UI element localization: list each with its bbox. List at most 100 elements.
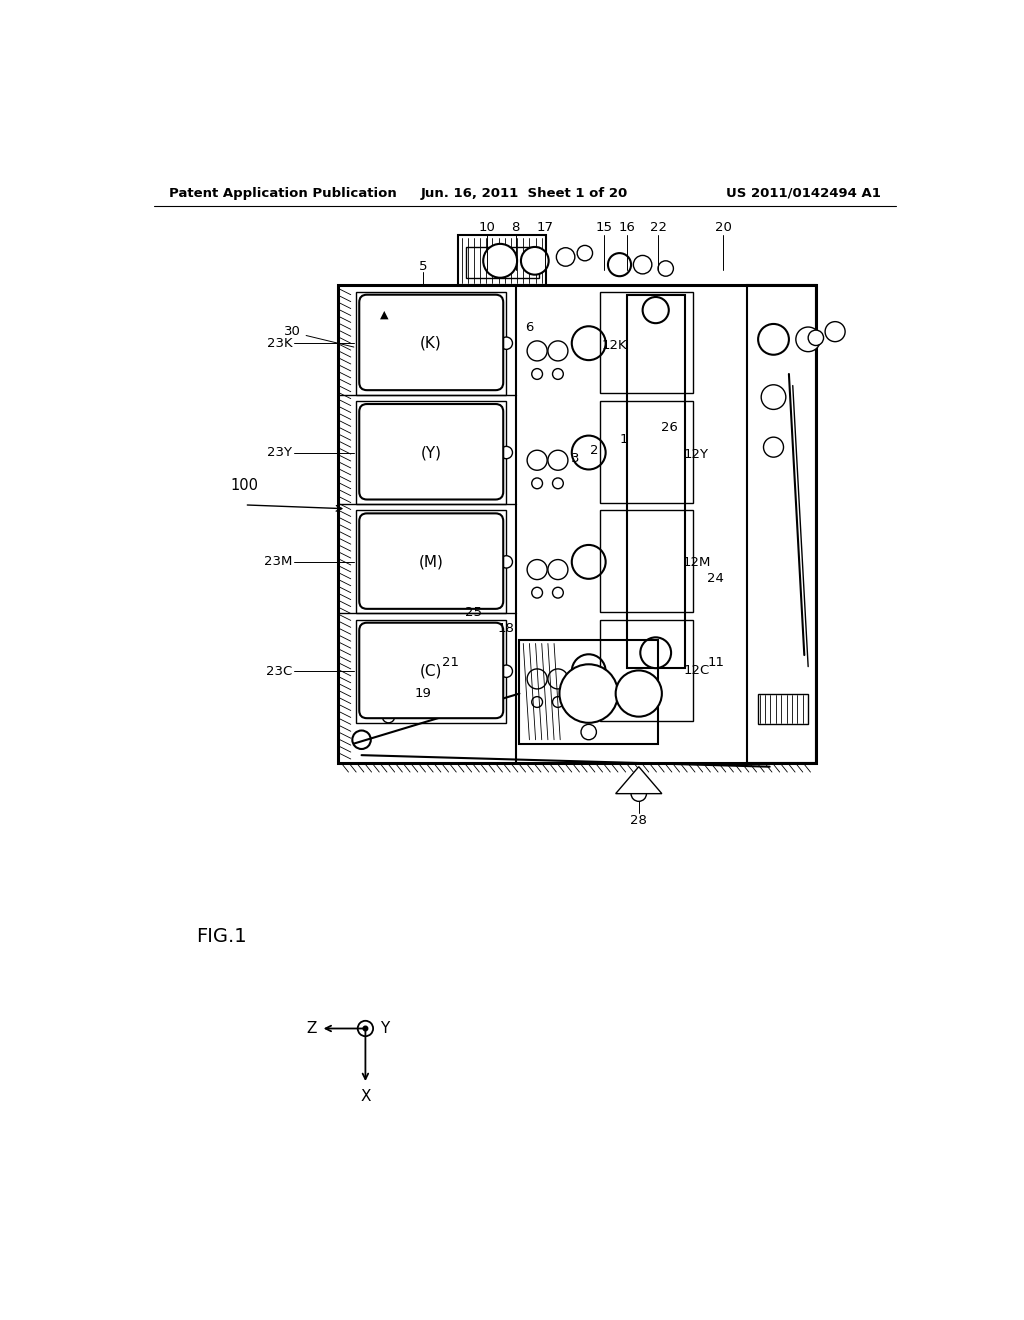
Bar (758, 693, 808, 725)
Text: 12C: 12C (683, 664, 710, 677)
Text: 12Y: 12Y (684, 449, 709, 462)
Text: US 2011/0142494 A1: US 2011/0142494 A1 (726, 186, 881, 199)
Circle shape (643, 297, 669, 323)
Bar (519, 640, 658, 743)
Circle shape (571, 655, 605, 688)
Bar (466, 247, 539, 277)
Circle shape (521, 247, 549, 275)
Circle shape (531, 587, 543, 598)
Circle shape (796, 327, 820, 351)
Circle shape (808, 330, 823, 346)
Circle shape (382, 710, 394, 723)
Bar (600, 401, 692, 503)
Text: (C): (C) (420, 664, 442, 678)
Circle shape (581, 725, 596, 739)
Circle shape (761, 385, 785, 409)
Text: 28: 28 (631, 814, 647, 828)
Circle shape (559, 664, 617, 723)
Circle shape (608, 253, 631, 276)
Circle shape (483, 244, 517, 277)
Circle shape (553, 587, 563, 598)
Text: 15: 15 (596, 222, 612, 234)
Text: 6: 6 (525, 321, 534, 334)
FancyBboxPatch shape (359, 294, 503, 391)
Circle shape (571, 545, 605, 579)
Polygon shape (615, 767, 662, 793)
Circle shape (825, 322, 845, 342)
Circle shape (527, 450, 547, 470)
Bar (746, 285, 816, 763)
Text: 24: 24 (708, 572, 724, 585)
Text: 18: 18 (498, 622, 515, 635)
Circle shape (527, 560, 547, 579)
Text: 23C: 23C (266, 665, 292, 677)
Circle shape (531, 368, 543, 379)
Text: Jun. 16, 2011  Sheet 1 of 20: Jun. 16, 2011 Sheet 1 of 20 (421, 186, 629, 199)
Circle shape (556, 248, 574, 267)
Circle shape (548, 669, 568, 689)
FancyBboxPatch shape (359, 513, 503, 609)
Circle shape (352, 730, 371, 748)
Circle shape (527, 669, 547, 689)
Circle shape (367, 305, 380, 319)
Bar (458, 235, 547, 285)
Bar (600, 292, 692, 393)
FancyBboxPatch shape (359, 404, 503, 499)
Bar (600, 511, 692, 612)
Text: 21: 21 (441, 656, 459, 669)
Circle shape (553, 697, 563, 708)
Circle shape (531, 697, 543, 708)
Text: 1: 1 (620, 433, 628, 446)
Text: X: X (360, 1089, 371, 1104)
Text: Z: Z (306, 1020, 316, 1036)
Circle shape (634, 256, 652, 275)
Text: 17: 17 (537, 222, 553, 234)
Text: 20: 20 (715, 222, 732, 234)
Bar (356, 511, 506, 614)
Text: 11: 11 (708, 656, 724, 669)
Circle shape (615, 671, 662, 717)
Text: 8: 8 (511, 222, 520, 234)
Text: 10: 10 (478, 222, 496, 234)
Text: 12M: 12M (682, 556, 711, 569)
Circle shape (357, 1020, 373, 1036)
Circle shape (527, 341, 547, 360)
Circle shape (758, 323, 788, 355)
Circle shape (578, 246, 593, 261)
Text: 25: 25 (465, 606, 481, 619)
Text: 2: 2 (590, 445, 598, 458)
Circle shape (500, 446, 512, 459)
Bar (356, 619, 506, 723)
Circle shape (631, 785, 646, 801)
Text: 26: 26 (662, 421, 678, 434)
Text: 5: 5 (419, 260, 427, 273)
Bar (356, 401, 506, 504)
Circle shape (658, 261, 674, 276)
Circle shape (364, 1026, 368, 1031)
Circle shape (548, 341, 568, 360)
Circle shape (764, 437, 783, 457)
Text: (K): (K) (420, 335, 441, 351)
Circle shape (500, 665, 512, 677)
Text: 16: 16 (618, 222, 636, 234)
FancyBboxPatch shape (359, 623, 503, 718)
Text: 3: 3 (571, 453, 580, 465)
Text: 19: 19 (415, 686, 431, 700)
Circle shape (531, 478, 543, 488)
Circle shape (571, 436, 605, 470)
Bar (628, 294, 685, 668)
Text: (Y): (Y) (421, 445, 441, 461)
Text: 23K: 23K (266, 337, 292, 350)
Text: Patent Application Publication: Patent Application Publication (169, 186, 397, 199)
Text: FIG.1: FIG.1 (196, 927, 247, 945)
Circle shape (500, 337, 512, 350)
Text: 30: 30 (284, 325, 301, 338)
Circle shape (548, 450, 568, 470)
Text: 12K: 12K (601, 339, 627, 352)
Circle shape (553, 368, 563, 379)
Circle shape (553, 478, 563, 488)
Text: 100: 100 (230, 478, 259, 494)
Bar (600, 619, 692, 721)
Text: Y: Y (380, 1020, 389, 1036)
Text: 23M: 23M (264, 556, 292, 569)
